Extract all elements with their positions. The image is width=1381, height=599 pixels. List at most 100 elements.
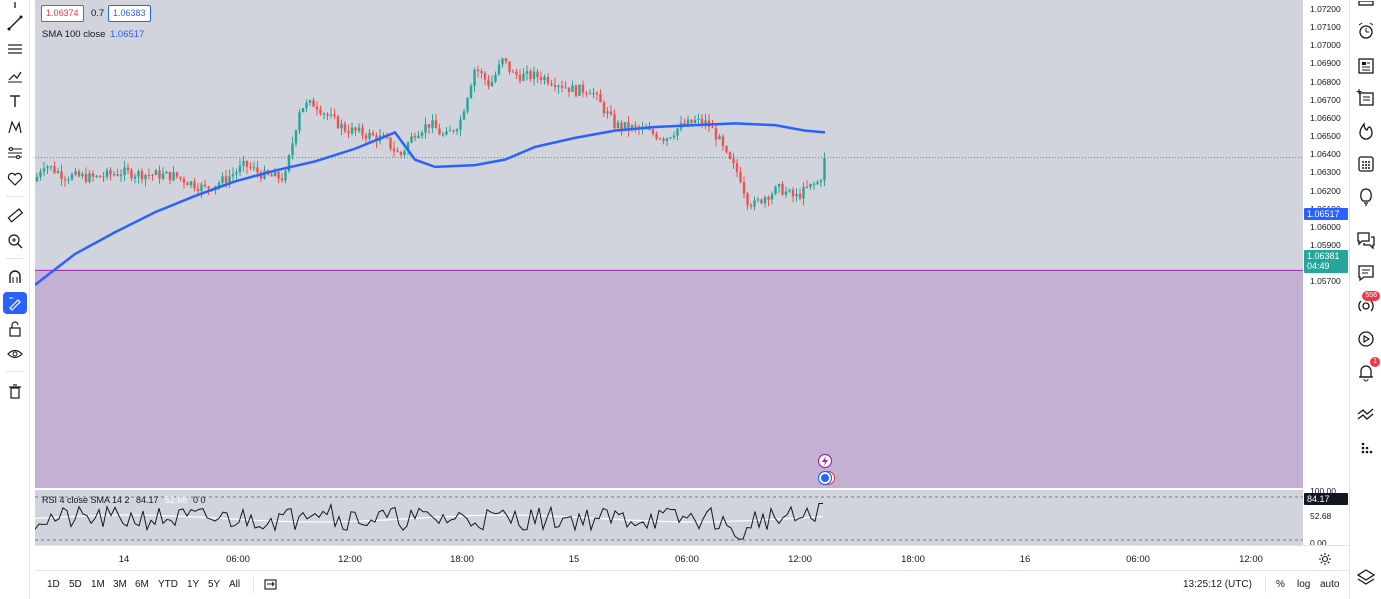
candle-body	[536, 71, 539, 78]
range-1m[interactable]: 1M	[91, 579, 105, 590]
candle-body	[179, 176, 182, 179]
magnet-icon[interactable]	[3, 266, 27, 288]
lock-icon[interactable]	[3, 318, 27, 340]
range-5y[interactable]: 5Y	[208, 579, 221, 590]
trash-icon[interactable]	[3, 380, 27, 402]
utc-clock[interactable]: 13:25:12 (UTC)	[1183, 579, 1252, 590]
candle-body	[63, 178, 67, 181]
candle-body	[683, 122, 686, 126]
chats-icon[interactable]	[1355, 229, 1377, 251]
candle-body	[371, 132, 375, 136]
candle-body	[592, 93, 595, 95]
candle-body	[228, 176, 231, 184]
candle-body	[672, 135, 676, 138]
candle-body	[172, 172, 175, 181]
zone-rectangle	[35, 270, 1303, 488]
text-icon[interactable]	[3, 90, 27, 112]
price-chart[interactable]	[35, 0, 1303, 545]
heart-icon[interactable]	[3, 168, 27, 190]
dots-grid-icon[interactable]	[1355, 436, 1377, 458]
candle-body	[175, 172, 179, 177]
percent-toggle[interactable]: %	[1276, 579, 1285, 590]
candle-body	[189, 181, 193, 186]
add-note-icon[interactable]	[1355, 87, 1377, 109]
candle-body	[581, 84, 585, 93]
candle-body	[340, 123, 343, 129]
crosshair-icon[interactable]	[3, 0, 27, 22]
candle-body	[182, 178, 186, 183]
candle-body	[81, 174, 84, 177]
alarm-clock-icon[interactable]	[1355, 20, 1377, 42]
candle-body	[207, 186, 210, 189]
axis-settings-gear-icon[interactable]	[1318, 552, 1332, 566]
hotlist-flame-icon[interactable]	[1355, 120, 1377, 142]
rsi-legend-label: RSI 4 close SMA 14 2	[42, 495, 130, 505]
candle-body	[697, 118, 700, 121]
price-axis[interactable]: 1.07200 1.07100 1.07000 1.06900 1.06800 1.067…	[1303, 0, 1349, 548]
rsi-legend-ma-value: 52.68	[165, 495, 188, 505]
range-ytd[interactable]: YTD	[158, 579, 178, 590]
candle-body	[438, 128, 441, 135]
candle-body	[70, 174, 74, 180]
ask-price-box[interactable]: 1.06383	[108, 5, 151, 22]
prediction-icon[interactable]	[3, 142, 27, 164]
trend-wave-icon[interactable]	[1355, 403, 1377, 425]
price-axis-label: 1.06500	[1310, 131, 1341, 142]
candle-body	[725, 146, 728, 153]
calendar-grid-icon[interactable]	[1355, 153, 1377, 175]
candle-body	[375, 135, 378, 142]
candle-body	[529, 71, 532, 80]
time-label: 06:00	[1126, 554, 1150, 565]
time-axis[interactable]: 14 06:00 12:00 18:00 15 06:00 12:00 18:0…	[35, 545, 1349, 570]
candle-body	[655, 133, 658, 139]
layers-icon[interactable]	[1355, 566, 1377, 588]
time-label: 18:00	[901, 554, 925, 565]
alerts-badge: 1	[1370, 357, 1380, 367]
news-icon[interactable]	[1355, 55, 1377, 77]
ruler-icon[interactable]	[3, 204, 27, 226]
candle-body	[802, 186, 805, 199]
broadcast-icon[interactable]	[1355, 328, 1377, 350]
candle-body	[392, 148, 396, 152]
range-1y[interactable]: 1Y	[187, 579, 200, 590]
candle-body	[585, 92, 588, 94]
candle-body	[144, 174, 147, 180]
range-3m[interactable]: 3M	[113, 579, 127, 590]
watchlist-icon[interactable]	[1355, 0, 1377, 22]
range-6m[interactable]: 6M	[135, 579, 149, 590]
candle-body	[56, 171, 60, 173]
trend-line-icon[interactable]	[3, 12, 27, 34]
bell-icon[interactable]: 1	[1355, 357, 1380, 383]
candle-body	[95, 175, 98, 177]
candle-body	[823, 157, 826, 181]
notifications-streams-icon[interactable]: 556	[1355, 291, 1380, 317]
candle-body	[445, 131, 448, 135]
range-5d[interactable]: 5D	[69, 579, 82, 590]
horizontal-lines-icon[interactable]	[3, 38, 27, 60]
candle-body	[434, 120, 438, 129]
candle-body	[777, 184, 781, 187]
auto-toggle[interactable]: auto	[1320, 579, 1340, 590]
candle-body	[501, 58, 504, 65]
range-1d[interactable]: 1D	[47, 579, 60, 590]
eye-icon[interactable]	[3, 343, 27, 365]
stay-in-drawing-mode-icon[interactable]	[3, 292, 27, 314]
candle-body	[588, 93, 592, 95]
candle-body	[245, 160, 249, 167]
rsi-axis-label-0: 0.00	[1310, 538, 1327, 548]
chart-pane[interactable]: 1.06374 0.7 1.06383 SMA 100 close 1.0651…	[35, 0, 1303, 545]
date-range-icon[interactable]	[264, 578, 278, 592]
range-all[interactable]: All	[229, 579, 241, 590]
messages-icon[interactable]	[1355, 262, 1377, 284]
zoom-in-icon[interactable]	[3, 230, 27, 252]
pattern-icon[interactable]	[3, 116, 27, 138]
log-toggle[interactable]: log	[1297, 579, 1311, 590]
candle-body	[784, 191, 788, 195]
ideas-lightbulb-icon[interactable]	[1355, 186, 1377, 208]
brush-icon[interactable]	[3, 64, 27, 86]
time-label: 12:00	[1239, 554, 1263, 565]
bid-price-box[interactable]: 1.06374	[41, 5, 84, 22]
candle-body	[333, 114, 336, 117]
candle-body	[490, 81, 494, 87]
rsi-legend-extra: 0 0	[193, 495, 206, 505]
